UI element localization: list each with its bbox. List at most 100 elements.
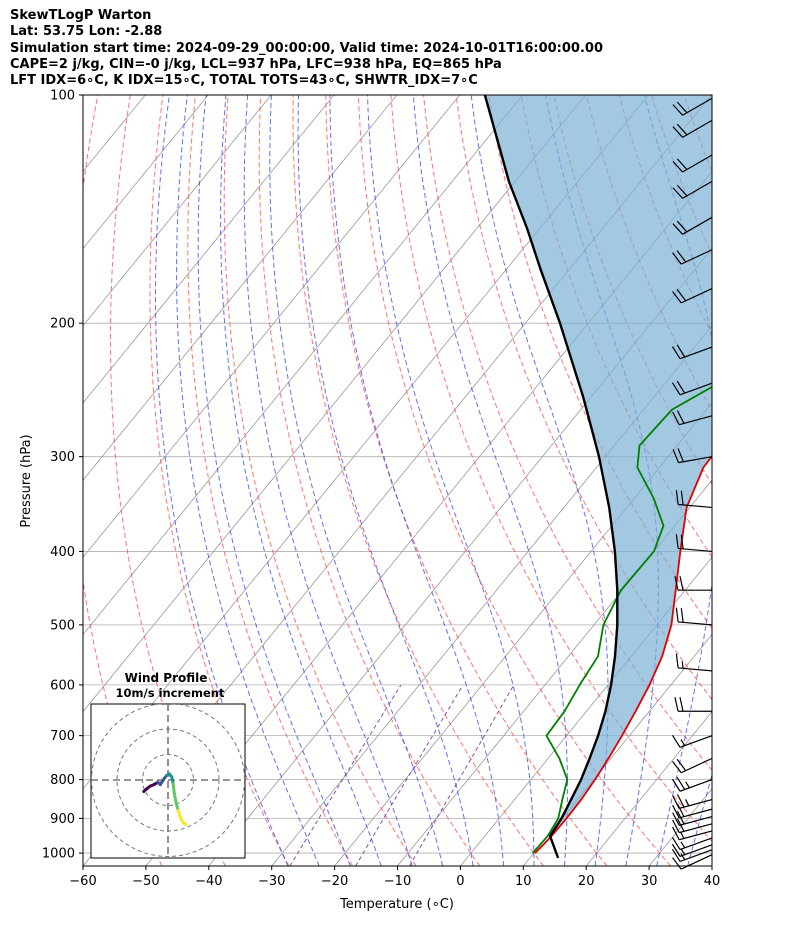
wind-barb-flag bbox=[675, 653, 679, 669]
wind-barb-flag bbox=[676, 344, 686, 358]
y-tick-label: 300 bbox=[50, 450, 75, 465]
wind-barb-flag bbox=[672, 291, 682, 304]
mixing-ratio-line bbox=[289, 684, 402, 866]
wind-barb bbox=[671, 344, 713, 360]
wind-barb-shaft bbox=[679, 837, 713, 851]
dry-adiabat bbox=[390, 95, 712, 843]
moist-adiabat bbox=[176, 95, 320, 866]
wind-barb-shaft bbox=[679, 779, 713, 792]
isotherm-line bbox=[83, 95, 586, 713]
dry-adiabat bbox=[749, 95, 794, 866]
wind-barb bbox=[671, 380, 713, 396]
stability-indices-label: LFT IDX=6∘C, K IDX=15∘C, TOTAL TOTS=43∘C… bbox=[10, 73, 478, 89]
wind-barb-shaft bbox=[679, 849, 713, 862]
wind-barb-shaft bbox=[682, 119, 713, 138]
wind-barb-flag bbox=[672, 795, 680, 809]
wind-barb bbox=[671, 777, 713, 792]
wind-barb-flag bbox=[676, 158, 688, 170]
isotherm-line bbox=[83, 95, 398, 481]
isotherm-line bbox=[83, 95, 335, 404]
cape-fill-layer bbox=[484, 95, 712, 837]
wind-barb-shaft bbox=[682, 97, 713, 116]
time-label: Simulation start time: 2024-09-29_00:00:… bbox=[10, 40, 603, 56]
wind-barb-shaft bbox=[679, 382, 713, 396]
dry-adiabat bbox=[223, 95, 417, 866]
wind-barb-flag bbox=[671, 843, 681, 857]
hodograph-inset: Wind Profile 10m/s increment bbox=[90, 671, 246, 859]
wind-barb-flag bbox=[675, 534, 679, 549]
wind-barb-flag bbox=[676, 123, 688, 136]
y-tick-label: 800 bbox=[50, 773, 75, 788]
wind-barb-flag bbox=[672, 160, 684, 173]
wind-barbs bbox=[671, 97, 713, 870]
wind-barb-flag bbox=[672, 819, 680, 833]
moist-adiabat bbox=[269, 95, 444, 866]
mixing-ratio-line bbox=[355, 684, 464, 866]
parcel-path-line bbox=[483, 95, 619, 859]
temperature-profile-line bbox=[534, 454, 712, 854]
dry-adiabat bbox=[258, 95, 481, 866]
moist-adiabat bbox=[155, 95, 289, 866]
hodograph-plot bbox=[91, 704, 245, 858]
wind-barb-flag bbox=[672, 252, 682, 265]
wind-barb bbox=[671, 848, 713, 862]
location-label: Lat: 53.75 Lon: -2.88 bbox=[10, 24, 163, 40]
wind-barb bbox=[672, 119, 713, 138]
moist-adiabat bbox=[297, 95, 474, 866]
chart-header: SkewTLogP Warton Lat: 53.75 Lon: -2.88 S… bbox=[10, 8, 790, 89]
isotherm-line bbox=[460, 556, 712, 866]
hodograph-trace-segment bbox=[172, 792, 178, 805]
isotherm-line bbox=[208, 247, 712, 866]
wind-barb bbox=[672, 818, 713, 834]
x-tick-label: 40 bbox=[704, 874, 721, 889]
isotherm-line bbox=[271, 325, 712, 866]
moist-adiabat bbox=[197, 95, 351, 866]
x-tick-label: −50 bbox=[132, 874, 159, 889]
cape-indices-label: CAPE=2 j/kg, CIN=-0 j/kg, LCL=937 hPa, L… bbox=[10, 56, 502, 72]
moist-adiabat bbox=[329, 95, 504, 866]
wind-barb-flag bbox=[676, 758, 687, 771]
wind-barb-shaft bbox=[679, 823, 713, 834]
wind-barb-flag bbox=[671, 734, 681, 748]
wind-barb-flag bbox=[672, 812, 680, 826]
isotherm-line bbox=[83, 95, 461, 558]
wind-barb bbox=[672, 97, 713, 116]
wind-barb-shaft bbox=[679, 415, 713, 426]
moist-adiabat bbox=[243, 95, 413, 866]
wind-barb-flag bbox=[671, 837, 681, 850]
wind-barb-flag bbox=[672, 126, 684, 138]
wind-barb-flag bbox=[676, 777, 686, 790]
dry-adiabat bbox=[292, 95, 544, 866]
wind-barb bbox=[672, 287, 713, 304]
wind-barb-flag bbox=[672, 760, 682, 774]
wind-barb bbox=[671, 837, 713, 851]
wind-barb-half-flag bbox=[681, 661, 684, 669]
wind-barb-flag bbox=[676, 101, 688, 114]
dry-adiabat bbox=[187, 95, 353, 866]
wind-barb bbox=[672, 826, 713, 841]
wind-barb-shaft bbox=[680, 757, 713, 774]
wind-barb bbox=[675, 534, 713, 553]
wind-barb bbox=[675, 653, 713, 672]
wind-barb-shaft bbox=[679, 808, 713, 819]
wind-barb-shaft bbox=[682, 154, 713, 173]
wind-barb-shaft bbox=[682, 180, 713, 199]
wind-barb-flag bbox=[672, 104, 684, 116]
moist-adiabat bbox=[220, 95, 382, 866]
wind-barb bbox=[675, 490, 713, 509]
wind-barb-flag bbox=[676, 288, 687, 302]
dry-adiabat bbox=[357, 95, 671, 866]
wind-barb-flag bbox=[671, 848, 681, 862]
wind-barb bbox=[674, 576, 712, 591]
wind-barb-shaft bbox=[678, 621, 713, 626]
wind-barb-flag bbox=[671, 346, 681, 359]
hodograph-trace-segment bbox=[181, 821, 188, 826]
isotherm-line bbox=[0, 95, 82, 866]
wind-barb-shaft bbox=[680, 287, 713, 304]
y-tick-label: 600 bbox=[50, 678, 75, 693]
wind-barb-flag bbox=[680, 608, 684, 623]
x-tick-label: 20 bbox=[578, 874, 595, 889]
wind-barb-shaft bbox=[679, 799, 713, 809]
cape-area-fill bbox=[484, 95, 712, 837]
x-tick-label: 30 bbox=[641, 874, 658, 889]
